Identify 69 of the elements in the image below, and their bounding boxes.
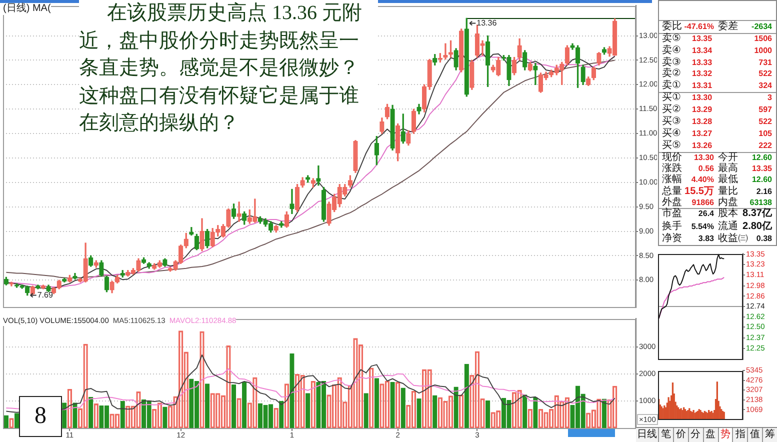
text: 涨幅 (662, 174, 682, 186)
text: 2.16 (756, 186, 772, 197)
text: 8.37亿 (742, 208, 772, 220)
text: 2.80亿 (742, 220, 772, 234)
text: 内盘 (718, 196, 738, 208)
text: 13.27 105 (692, 128, 772, 140)
text: 最高 (718, 163, 738, 174)
text: 笔 (658, 428, 673, 442)
text: 12.60 (752, 152, 772, 164)
text: 分 (688, 428, 703, 442)
annotation: 8 (19, 396, 62, 437)
text: 买④ (662, 128, 681, 140)
text: 卖⑤ (662, 33, 681, 44)
text: 26.4 (698, 208, 714, 220)
text: 63138 (750, 196, 772, 208)
text: 0.56 (698, 163, 714, 174)
text: 量比 (718, 186, 738, 197)
text: 13.29 597 (692, 104, 772, 116)
text: 卖② (662, 68, 681, 80)
text: 13.35 1506 (692, 33, 772, 45)
text: 外盘 (662, 196, 682, 208)
text: 价 (672, 428, 688, 442)
text: 15.5万 (684, 186, 714, 197)
text: 股本 (718, 208, 738, 220)
text: 卖④ (662, 44, 681, 56)
text: 13.28 522 (692, 116, 772, 128)
text: 净资 (662, 233, 682, 246)
text: 91866 (692, 196, 714, 208)
text: 13.34 1000 (692, 44, 772, 57)
text: 13.31 324 (692, 80, 772, 92)
text: 日线 (636, 428, 658, 442)
text: 卖① (662, 80, 681, 92)
text: 最低 (718, 174, 738, 186)
text: 盘 (702, 428, 718, 442)
text: 委差 (718, 20, 738, 33)
text: 13.30 3 (692, 92, 772, 104)
text: 值 (747, 428, 762, 442)
text: 今开 (718, 152, 738, 163)
text: 市盈 (662, 208, 682, 220)
text: 总量 (662, 186, 682, 197)
text: 0.38 (756, 233, 772, 246)
text: 现价 (662, 152, 682, 163)
annotation: 13.36 (476, 18, 498, 28)
text: -2634 (752, 21, 772, 33)
text: 3.83 (698, 233, 714, 246)
text: 12.60 (752, 174, 772, 186)
text: 13.32 522 (692, 68, 772, 80)
text: 13.26 222 (692, 140, 772, 152)
text: 13.33 731 (692, 56, 772, 68)
text: 换手 (662, 220, 682, 233)
text: 13.30 (694, 152, 714, 164)
text: 收益㈢ (718, 233, 748, 246)
text: 买① (662, 92, 681, 104)
annotation: 7.69 (37, 290, 54, 300)
text: 4.40% (691, 174, 714, 186)
text: -47.61% (684, 21, 714, 33)
text: 委比 (662, 20, 682, 32)
text: 流通 (718, 220, 738, 233)
text: 5.54% (691, 220, 714, 233)
text: 买③ (662, 116, 681, 128)
text: 筹 (762, 428, 777, 442)
text: 涨跌 (662, 163, 682, 174)
text: 势 (718, 428, 732, 442)
annotation: 在该股票历史高点 13.36 元附近，盘中股价分时走势既然呈一条直走势。感觉是不是很微妙？这种盘口有没有怀疑它是属于谁在刻意的操纵的？ (79, 0, 378, 136)
text: 买⑤ (662, 140, 681, 152)
text: 卖③ (662, 56, 681, 68)
text: 指 (732, 428, 748, 442)
chart-title: (日线) MA( (3, 3, 51, 14)
text: 买② (662, 104, 681, 116)
